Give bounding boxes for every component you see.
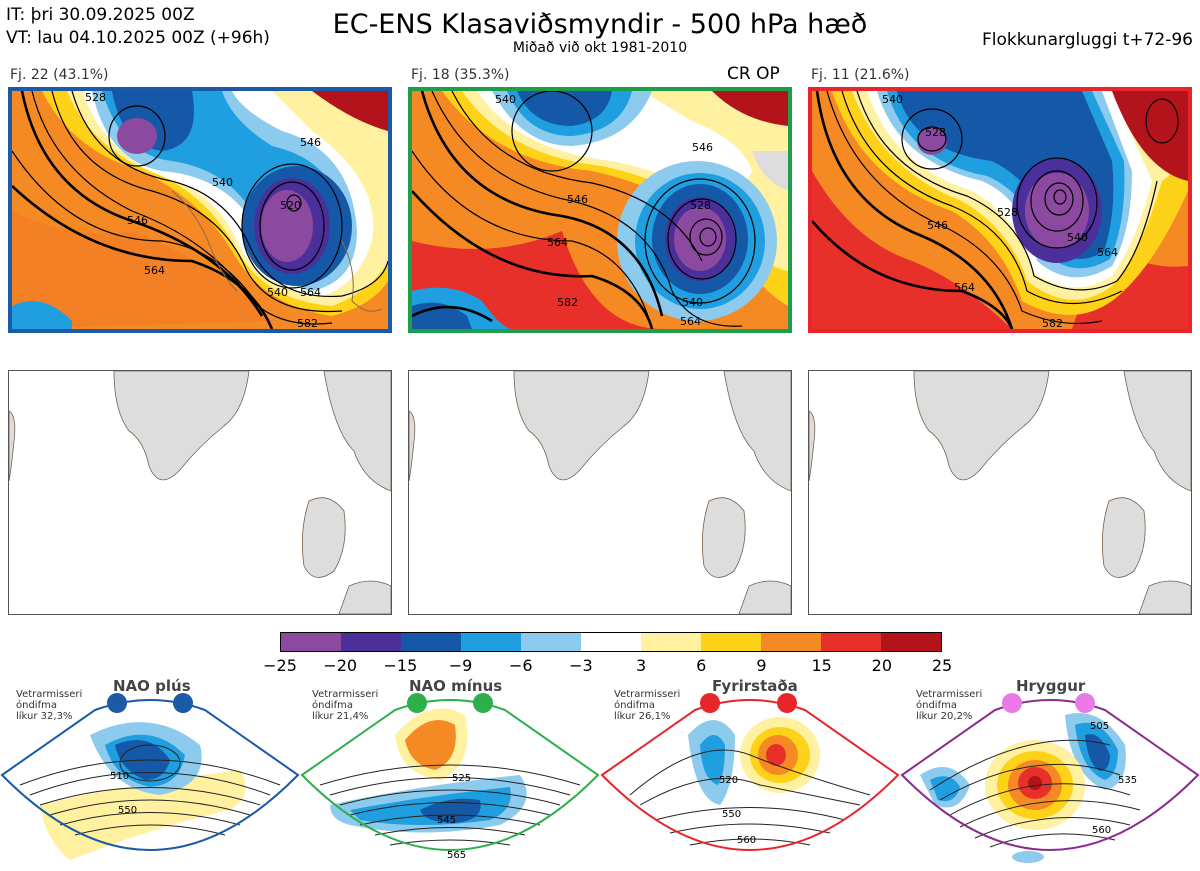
contour-label: 520 [280, 199, 301, 212]
cluster-map-3: 546 564 528 540 564 582 528 540 [808, 87, 1192, 333]
colorbar-swatch [581, 633, 641, 651]
contour-label: 546 [127, 214, 148, 227]
cluster-3-label: Fj. 11 (21.6%) [811, 67, 910, 83]
regime-title: NAO mínus [409, 677, 503, 695]
initial-time: IT: þri 30.09.2025 00Z [6, 5, 195, 25]
colorbar-tick-label: −3 [569, 656, 593, 675]
empty-map-2 [408, 370, 792, 615]
regime-note: Vetrarmisseri óndifma líkur 21,4% [312, 689, 379, 722]
contour-label: 564 [144, 264, 165, 277]
contour-label: 550 [722, 809, 741, 820]
contour-label: 560 [1092, 825, 1111, 836]
regime-note: Vetrarmisseri óndifma líkur 20,2% [916, 689, 983, 722]
empty-map-1 [8, 370, 392, 615]
contour-label: 564 [954, 281, 975, 294]
colorbar-swatch [401, 633, 461, 651]
regime-title: NAO plús [113, 677, 191, 695]
colorbar-tick-label: −15 [383, 656, 418, 675]
contour-label: 525 [452, 773, 471, 784]
contour-label: 510 [110, 771, 129, 782]
colorbar-swatch [461, 633, 521, 651]
contour-label: 582 [1042, 317, 1063, 329]
contour-label: 560 [737, 835, 756, 846]
contour-label: 540 [212, 176, 233, 189]
colorbar-swatch [281, 633, 341, 651]
colorbar-tick-label: 20 [871, 656, 892, 675]
contour-label: 528 [85, 91, 106, 104]
colorbar-tick-label: 25 [931, 656, 953, 675]
contour-label: 550 [118, 805, 137, 816]
contour-label: 528 [997, 206, 1018, 219]
contour-label: 564 [300, 286, 321, 299]
contour-label: 540 [495, 93, 516, 106]
contour-label: 564 [680, 315, 701, 328]
colorbar-ticks: −25 −20 −15 −9 −6 −3 3 6 9 15 20 25 [0, 656, 1200, 676]
cluster-map-2: 546 546 564 528 582 540 564 540 [408, 87, 792, 333]
contour-label: 540 [682, 296, 703, 309]
regime-note: Vetrarmisseri óndifma líkur 26,1% [614, 689, 681, 722]
colorbar-swatch [821, 633, 881, 651]
cluster-map-1: 546 546 564 520 540 564 582 528 540 [8, 87, 392, 333]
contour-label: 565 [447, 850, 466, 861]
page-title: EC-ENS Klasaviðsmyndir - 500 hPa hæð [332, 9, 868, 40]
contour-label: 540 [882, 93, 903, 106]
cluster-1-label: Fj. 22 (43.1%) [10, 67, 109, 83]
colorbar-tick-label: 3 [635, 656, 647, 675]
contour-label: 540 [1067, 231, 1088, 244]
contour-label: 582 [557, 296, 578, 309]
valid-time: VT: lau 04.10.2025 00Z (+96h) [6, 28, 270, 48]
contour-label: 545 [437, 815, 456, 826]
contour-label: 546 [927, 219, 948, 232]
header-info: IT: þri 30.09.2025 00Z VT: lau 04.10.202… [6, 4, 270, 50]
cluster-2-op-label: CR OP [727, 64, 780, 84]
contour-label: 520 [719, 775, 738, 786]
colorbar-tick-label: 15 [811, 656, 832, 675]
contour-label: 564 [1097, 246, 1118, 259]
colorbar-tick-label: −6 [508, 656, 533, 675]
colorbar-swatch [521, 633, 581, 651]
colorbar-swatch [641, 633, 701, 651]
regime-title: Fyrirstaða [712, 677, 798, 695]
colorbar-tick-label: −25 [263, 656, 297, 675]
contour-label: 564 [547, 236, 568, 249]
anomaly-colorbar [280, 632, 942, 652]
regime-title: Hryggur [1016, 677, 1086, 695]
contour-label: 528 [925, 126, 946, 139]
contour-label: 528 [690, 199, 711, 212]
cluster-2-label: Fj. 18 (35.3%) [411, 67, 510, 83]
contour-label: 582 [297, 317, 318, 329]
empty-map-3 [808, 370, 1192, 615]
regime-note: Vetrarmisseri óndifma líkur 32,3% [16, 689, 83, 722]
contour-label: 535 [1118, 775, 1137, 786]
regime-nao-plus: NAO plús Vetrarmisseri óndifma líkur 32,… [0, 675, 300, 871]
contour-label: 546 [692, 141, 713, 154]
colorbar-swatch [341, 633, 401, 651]
colorbar-tick-label: 6 [696, 656, 707, 675]
contour-label: 505 [1090, 721, 1109, 732]
colorbar-swatch [701, 633, 761, 651]
regime-ridge: Hryggur Vetrarmisseri óndifma líkur 20,2… [900, 675, 1200, 871]
classification-window: Flokkunargluggi t+72-96 [981, 30, 1193, 50]
page-subtitle: Miðað við okt 1981-2010 [512, 40, 688, 56]
colorbar-swatch [761, 633, 821, 651]
contour-label: 540 [267, 286, 288, 299]
regime-nao-minus: NAO mínus Vetrarmisseri óndifma líkur 21… [300, 675, 600, 871]
colorbar-tick-label: −9 [448, 656, 473, 675]
colorbar-tick-label: 9 [756, 656, 767, 675]
colorbar-swatch [881, 633, 941, 651]
contour-label: 546 [300, 136, 321, 149]
regime-blocking: Fyrirstaða Vetrarmisseri óndifma líkur 2… [600, 675, 900, 871]
colorbar-tick-label: −20 [323, 656, 358, 675]
contour-label: 546 [567, 193, 588, 206]
